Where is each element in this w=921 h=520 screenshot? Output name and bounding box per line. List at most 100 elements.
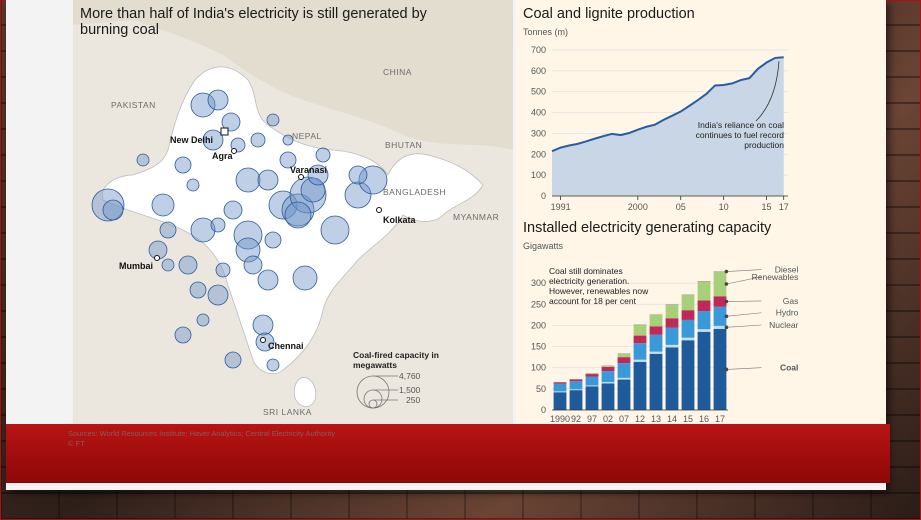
bar-segment-hydro [681,319,695,338]
label-pakistan: PAKISTAN [111,100,156,110]
series-label-coal: Coal [780,363,798,373]
bar-segment-nuclear [665,344,679,348]
annotation-arrow [755,61,780,122]
ft-credit: © FT [68,439,85,448]
bar-segment-hydro [569,381,583,390]
label-nepal: NEPAL [292,131,322,141]
label-bangladesh: BANGLADESH [383,187,447,197]
slide-card: More than half of India's electricity is… [6,0,890,490]
x-tick-label: 1991 [551,202,571,212]
bar-segment-hydro [665,327,679,345]
series-leader-line [726,269,762,272]
y-tick-label: 200 [531,149,546,159]
x-tick-label: 17 [779,202,789,212]
city-agra: Agra [212,151,233,161]
label-china: CHINA [383,67,412,77]
bar-segment-coal [697,331,711,410]
bar-segment-coal [585,386,599,410]
label-bhutan: BHUTAN [385,140,423,150]
bar-segment-nuclear [681,337,695,341]
series-leader-line [726,276,762,285]
x-tick-label: 15 [683,414,693,424]
y-tick-label: 200 [531,320,546,330]
series-leader-dot [724,299,729,304]
bar-segment-coal [713,328,727,410]
series-leader-dot [724,325,729,330]
y-tick-label: 400 [531,108,546,118]
bar-segment-gas [569,379,583,382]
x-tick-label: 15 [762,202,772,212]
y-tick-label: 150 [531,342,546,352]
y-tick-label: 100 [531,363,546,373]
series-leader-line [726,367,762,370]
label-sri-lanka: SRI LANKA [263,407,312,417]
bar-segment-coal [665,347,679,410]
x-tick-label: 12 [635,414,645,424]
bar-segment-renewables [617,353,631,358]
bar-segment-renewables [681,294,695,311]
capacity-chart: 0 50 100 150 200 250 300 1990 92 97 02 07 12 13 14 15 16… [531,265,799,424]
bar-segment-coal [569,390,583,410]
bar-segment-hydro [553,383,567,392]
bar-segment-gas [585,374,599,377]
bar-segment-gas [681,310,695,320]
series-leader-dot [724,367,729,372]
bar-segment-gas [713,296,727,307]
bar-segment-renewables [649,314,663,327]
series-leader-line [726,312,762,317]
bar-segment-gas [649,326,663,335]
bar-segment-nuclear [617,377,631,380]
bar-segment-renewables [697,281,711,301]
capacity-chart-title: Installed electricity generating capacit… [523,220,772,236]
legend-value-medium: 1,500 [399,385,421,395]
sri-lanka-shape [293,377,317,407]
series-label-renewables: Renewables [752,272,799,282]
capacity-chart-ylabel: Gigawatts [523,241,564,251]
india-landmass [101,66,484,374]
bar-segment-nuclear [585,385,599,387]
x-tick-label: 13 [651,414,661,424]
x-tick-label: 92 [571,414,581,424]
coal-plant-bubbles [91,89,388,372]
label-myanmar: MYANMAR [453,212,500,222]
map-title: More than half of India's electricity is… [80,6,427,38]
bar-segment-hydro [585,376,599,386]
y-tick-label: 500 [531,87,546,97]
bar-segment-nuclear [601,382,615,384]
y-tick-label: 0 [541,191,546,201]
city-markers [154,127,382,343]
y-tick-label: 50 [536,384,546,394]
city-mumbai: Mumbai [119,261,154,271]
legend-title: Coal-fired capacity in megawatts [353,350,439,370]
red-banner: Sources: World Resources Institute; Have… [6,424,890,483]
x-tick-label: 14 [667,414,677,424]
legend-bubbles [356,375,398,409]
bar-segment-nuclear [713,325,727,329]
bar-segment-nuclear [553,391,567,393]
bar-segment-coal [601,383,615,410]
series-leader-line [726,300,762,302]
x-tick-label: 16 [699,414,709,424]
bar-segment-gas [553,382,567,384]
y-tick-label: 100 [531,170,546,180]
bar-segment-gas [617,357,631,364]
x-tick-label: 2000 [628,202,648,212]
bar-segment-renewables [665,304,679,319]
coal-production-chart: 0 100 200 300 400 500 600 700 1991 2000 05 10 15 17 [531,45,789,212]
x-tick-label: 97 [587,414,597,424]
series-leader-line [726,324,762,328]
y-tick-label: 300 [531,278,546,288]
bar-segment-hydro [601,371,615,383]
city-kolkata: Kolkata [383,215,416,225]
bar-segment-gas [601,366,615,372]
series-leader-dot [724,314,729,319]
bar-segment-coal [633,361,647,410]
bar-segment-hydro [697,311,711,330]
bar-segment-coal [649,353,663,410]
bar-segment-renewables [633,325,647,336]
india-coal-map [73,0,513,409]
area-line [551,56,784,153]
city-varanasi: Varanasi [290,165,328,175]
series-label-hydro: Hydro [776,308,799,318]
bar-segment-renewables [601,366,615,367]
